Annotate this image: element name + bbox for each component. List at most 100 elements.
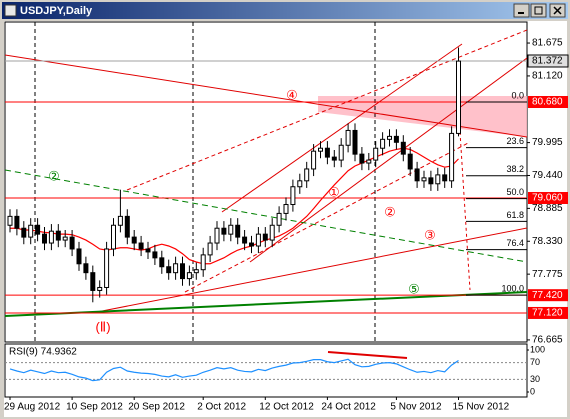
rsi-tick-label: 30 (530, 374, 540, 384)
trend-line-green (5, 291, 527, 317)
candle-body (35, 224, 41, 235)
candle-body (359, 153, 365, 164)
fib-label: 100.0 (501, 284, 524, 294)
fib-trend-line (459, 131, 471, 291)
candle-body (21, 227, 27, 238)
y-tick-label: 79.440 (532, 170, 563, 181)
candle-body (159, 257, 165, 268)
drawing-objects (5, 22, 527, 342)
close-glyph (553, 6, 562, 15)
title-bar (2, 2, 568, 19)
candle-body (290, 186, 296, 206)
trend-line (96, 227, 527, 313)
y-tick-label: 81.120 (532, 71, 563, 82)
rsi-tick-label: 100 (530, 344, 545, 354)
level-label: 80.680 (532, 97, 563, 108)
maximize-glyph (534, 6, 543, 15)
candle-body (90, 272, 96, 291)
channel-line (126, 29, 527, 191)
channel-line (221, 43, 463, 213)
candle-body (69, 236, 75, 250)
candle-body (235, 224, 241, 238)
window-icon (4, 4, 17, 17)
annotation: (Ⅱ) (95, 319, 110, 334)
candle-body (442, 174, 448, 182)
current-price-label: 81.372 (532, 56, 563, 67)
x-tick-label: 5 Nov 2012 (390, 402, 442, 413)
x-tick-label: 15 Nov 2012 (453, 402, 510, 413)
annotation: ② (48, 168, 60, 183)
candle-body (414, 168, 420, 182)
maximize-button[interactable] (530, 3, 547, 18)
trend-line-green (5, 169, 527, 263)
candle-body (48, 230, 54, 244)
level-tag (528, 289, 568, 302)
candle-body (304, 168, 310, 182)
window-title: USDJPY,Daily (20, 5, 93, 17)
candle-body (311, 150, 317, 170)
candle-body (366, 159, 372, 164)
candle-body (173, 263, 179, 274)
candle-body (111, 224, 116, 250)
annotation: ④ (286, 87, 298, 102)
candle-body (393, 135, 399, 143)
minimize-button[interactable] (513, 3, 530, 18)
annotation: ③ (424, 227, 436, 242)
y-tick-label: 78.330 (532, 236, 563, 247)
moving-average (10, 147, 459, 265)
candle-body (400, 141, 406, 155)
candle-body (28, 224, 34, 238)
candle-body (186, 272, 192, 280)
candle-body (380, 138, 386, 149)
candle-body (249, 242, 254, 247)
y-tick-label: 78.885 (532, 203, 563, 214)
candle-body (407, 153, 413, 170)
rsi-plot-frame (4, 343, 528, 398)
window-buttons[interactable] (513, 3, 566, 18)
level-label: 79.060 (532, 193, 563, 204)
channel-line (249, 57, 527, 263)
fib-label: 61.8 (506, 210, 524, 220)
candle-body (83, 263, 89, 274)
x-tick-label: 2 Oct 2012 (197, 402, 246, 413)
rsi-divergence-line (327, 351, 408, 359)
candle-body (428, 177, 434, 185)
candle-body (214, 227, 220, 244)
trend-line (5, 54, 527, 138)
candle-body (7, 215, 13, 226)
candle-body (269, 224, 275, 241)
annotation: ② (384, 204, 396, 219)
y-tick-label: 77.775 (532, 269, 563, 280)
plot-layer (5, 47, 527, 314)
candle-body (42, 233, 47, 244)
x-tick-label: 24 Oct 2012 (321, 402, 376, 413)
annotation: ① (328, 184, 340, 199)
y-tick-label: 81.675 (532, 38, 563, 49)
level-tag (528, 306, 568, 319)
candle-body (421, 177, 427, 182)
candle-body (352, 129, 358, 155)
candle-body (104, 248, 110, 288)
rsi-title: RSI(9) 74.9362 (9, 347, 77, 358)
candle-body (200, 254, 206, 271)
candle-body (242, 236, 248, 244)
rsi-tick-label: 0 (530, 386, 535, 396)
candle-body (14, 215, 20, 229)
candle-body (318, 147, 323, 152)
fib-label: 50.0 (506, 187, 524, 197)
x-tick-label: 20 Sep 2012 (128, 402, 185, 413)
level-label: 77.420 (532, 290, 563, 301)
candle-body (387, 135, 392, 140)
candle-body (124, 215, 130, 238)
candle-body (283, 204, 289, 214)
candle-body (255, 233, 261, 247)
candle-body (97, 286, 103, 291)
fib-label: 23.6 (506, 136, 524, 146)
x-tick-label: 29 Aug 2012 (4, 402, 61, 413)
candle-body (117, 215, 123, 226)
candle-body (193, 269, 199, 274)
channel-line (184, 141, 471, 293)
level-label: 77.120 (532, 308, 563, 319)
candle-body (207, 242, 213, 256)
